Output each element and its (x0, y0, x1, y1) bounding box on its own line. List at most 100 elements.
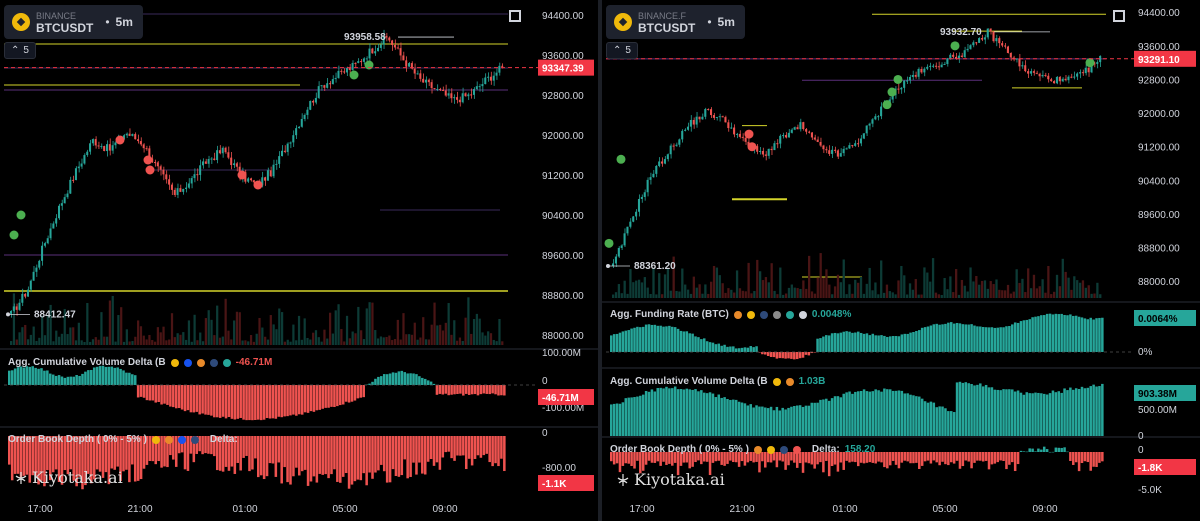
funding-bar (984, 327, 988, 352)
candle-body (289, 142, 292, 144)
cvd-bar (148, 385, 152, 401)
obd-bar (734, 452, 738, 463)
volume-bar (297, 315, 301, 345)
cvd-bar (412, 373, 415, 385)
obd-bar (136, 436, 140, 481)
volume-bar (139, 326, 143, 345)
panel-divider[interactable] (598, 0, 602, 521)
volume-bar (405, 334, 408, 345)
cvd-current-tag (1134, 385, 1196, 401)
obd-axis-label: -5.0K (1138, 485, 1162, 496)
candle-body (963, 50, 966, 57)
volume-bar (472, 319, 476, 345)
cvd-bar (163, 385, 166, 404)
candle-body (672, 145, 675, 147)
funding-bar (909, 332, 912, 352)
cvd-bar (1040, 393, 1043, 436)
chart-canvas-left[interactable]: 93347.3993958.5888412.4794400.0093600.00… (0, 0, 598, 521)
obd-bar (84, 436, 87, 486)
candle-body (179, 188, 182, 192)
coinbase-icon (183, 358, 192, 367)
volume-bar (94, 337, 97, 345)
candle-body (306, 109, 309, 115)
cvd-bar (755, 405, 758, 436)
cvd-bar (324, 385, 327, 408)
obd-bar (154, 436, 157, 465)
candle-body (923, 68, 926, 73)
obd-bar (705, 452, 709, 462)
funding-bar (1077, 316, 1081, 352)
cvd-bar (1022, 394, 1026, 436)
cvd-bar (125, 372, 128, 385)
volume-bar (1029, 288, 1033, 298)
volume-bar (963, 285, 966, 298)
cvd-bar (151, 385, 155, 401)
timeframe-label[interactable]: 5m (115, 15, 133, 29)
obd-bar (341, 436, 345, 477)
cvd-axis-label: 0 (1138, 431, 1144, 442)
obd-delta-label: Delta: (209, 434, 238, 445)
candle-body (943, 63, 946, 65)
volume-bar (391, 340, 394, 345)
volume-bar (351, 331, 354, 345)
timeframe-label[interactable]: 5m (717, 15, 735, 29)
obd-bar (682, 452, 686, 463)
indicators-toggle-button[interactable]: ⌃ 5 (606, 42, 638, 59)
candle-body (689, 119, 692, 127)
cvd-bar (668, 388, 671, 436)
obd-bar (101, 436, 105, 478)
volume-bar (185, 339, 188, 345)
candle-body (134, 134, 137, 140)
obd-bar (702, 452, 706, 462)
obd-bar (327, 436, 330, 479)
volume-bar (880, 260, 883, 298)
funding-bar (732, 346, 735, 352)
cvd-bar (842, 393, 845, 436)
cvd-bar (415, 374, 418, 385)
obd-bar (312, 436, 316, 477)
obd-bar (825, 452, 828, 461)
cvd-bar (717, 394, 721, 436)
cvd-bar (784, 409, 787, 436)
obd-bar (726, 452, 729, 464)
symbol-selector-left[interactable]: BINANCE BTCUSDT • 5m (4, 5, 143, 39)
cvd-bar (362, 385, 365, 398)
symbol-selector-right[interactable]: BINANCE.F BTCUSDT • 5m (606, 5, 745, 39)
obd-bar (851, 452, 854, 462)
obd-bar (912, 452, 915, 464)
obd-bar (665, 452, 668, 465)
obd-bar (714, 452, 718, 462)
cvd-bar (816, 402, 819, 436)
obd-bar (1042, 446, 1046, 452)
chart-panel-left[interactable]: 93347.39 93958.58 88412.47 94400.00 93600.00… (0, 0, 598, 521)
chart-canvas-right[interactable]: 93291.1093932.7088361.2094400.0093600.00… (602, 0, 1200, 521)
funding-bar (929, 325, 933, 352)
candle-body (1021, 65, 1024, 67)
volume-bar (238, 312, 241, 345)
volume-bar (345, 315, 349, 345)
candle-body (201, 161, 204, 166)
candle-body (207, 158, 210, 164)
indicators-toggle-button[interactable]: ⌃ 5 (4, 42, 36, 59)
obd-bar (1063, 447, 1066, 452)
cvd-bar (34, 367, 37, 385)
cvd-bar (857, 391, 860, 436)
cvd-bar (303, 385, 307, 413)
obd-bar (1016, 452, 1020, 465)
obd-bar (836, 452, 840, 472)
funding-bar (1040, 315, 1043, 352)
fullscreen-icon[interactable] (509, 10, 521, 22)
watermark-text: Kiyotaka.ai (634, 470, 725, 489)
obd-bar (732, 452, 735, 463)
candle-body (848, 145, 851, 149)
cvd-title-text: Agg. Cumulative Volume Delta (B (610, 376, 768, 387)
fullscreen-icon[interactable] (1113, 10, 1125, 22)
cvd-bar (1051, 390, 1055, 436)
volume-bar (376, 338, 380, 345)
obd-bar (292, 436, 295, 477)
chart-panel-right[interactable]: 93291.10 93932.70 88361.20 94400.00 93600.00… (602, 0, 1200, 521)
volume-bar (836, 274, 840, 298)
funding-bar (996, 327, 999, 352)
candle-body (1041, 74, 1044, 77)
volume-bar (125, 329, 128, 345)
